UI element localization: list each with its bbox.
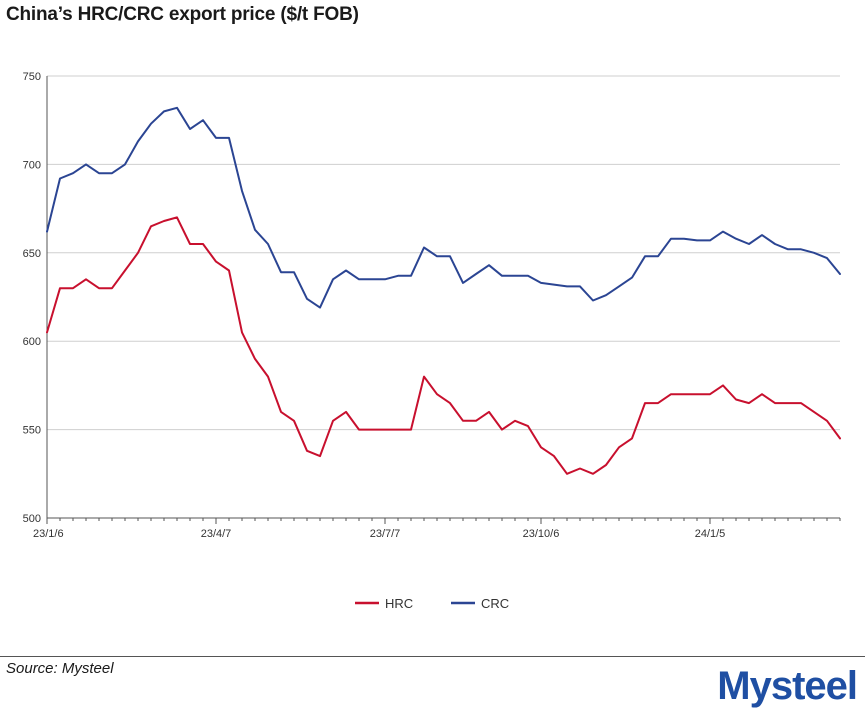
axes (46, 76, 840, 519)
legend-label-hrc: HRC (385, 596, 413, 611)
mysteel-logo: Mysteel (717, 664, 858, 708)
x-axis-ticks: 23/1/6 23/4/7 23/7/7 23/10/6 24/1/5 (33, 518, 841, 540)
y-tick-label: 550 (23, 425, 41, 437)
y-tick-label: 600 (23, 336, 41, 348)
y-tick-label: 500 (23, 513, 41, 525)
legend: HRC CRC (355, 596, 509, 611)
x-tick-label: 23/1/6 (33, 528, 64, 540)
grid-lines (47, 75, 840, 431)
series-line-hrc (46, 216, 841, 475)
y-tick-label: 700 (23, 159, 41, 171)
x-tick-label: 23/10/6 (523, 528, 560, 540)
source-note: Source: Mysteel (6, 660, 114, 677)
chart-title: China’s HRC/CRC export price ($/t FOB) (6, 4, 359, 25)
x-tick-label: 24/1/5 (695, 528, 726, 540)
x-tick-label: 23/7/7 (370, 528, 401, 540)
series-lines (46, 106, 841, 475)
series-line-crc (46, 106, 841, 309)
y-axis-ticks: 500 550 600 650 700 750 (23, 71, 41, 525)
legend-label-crc: CRC (481, 596, 509, 611)
x-tick-label: 23/4/7 (201, 528, 232, 540)
footer-divider (0, 656, 865, 657)
y-tick-label: 650 (23, 248, 41, 260)
y-tick-label: 750 (23, 71, 41, 83)
